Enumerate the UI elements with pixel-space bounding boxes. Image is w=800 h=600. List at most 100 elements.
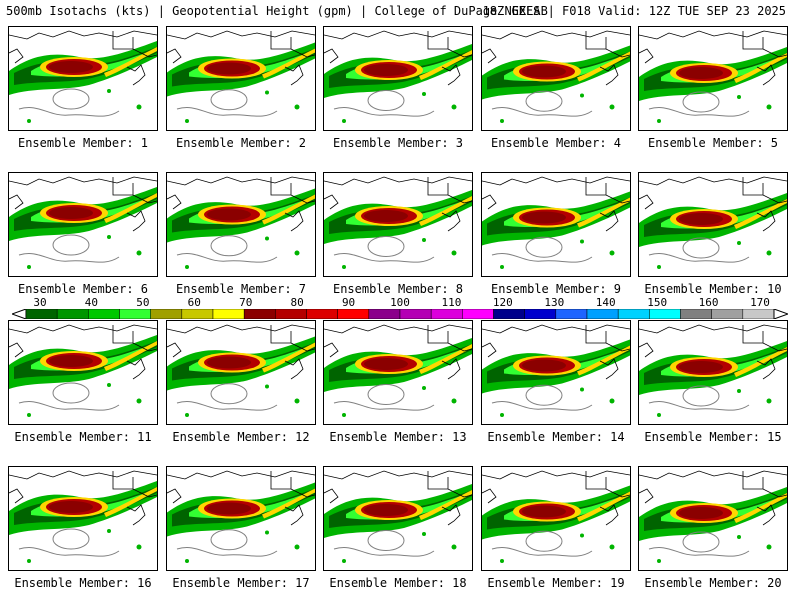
coastline xyxy=(9,194,24,210)
downstream-streak xyxy=(262,48,315,79)
height-contour xyxy=(367,384,405,405)
ensemble-member-panel xyxy=(323,26,473,131)
height-contour xyxy=(525,90,563,112)
jet-field-map xyxy=(167,176,315,269)
height-contour xyxy=(210,529,248,551)
jet-core xyxy=(207,208,251,221)
height-contour xyxy=(367,90,405,111)
colorbar-tick-label: 120 xyxy=(492,296,513,309)
coastline xyxy=(441,210,461,232)
coastline xyxy=(324,176,472,186)
isotach-cell xyxy=(500,413,504,417)
jet-core xyxy=(207,356,251,369)
colorbar-swatch xyxy=(243,309,276,319)
ensemble-member-panel xyxy=(481,172,631,277)
isotach-cell xyxy=(136,544,142,550)
coastline xyxy=(639,48,654,64)
colorbar-swatch xyxy=(462,309,494,319)
height-contour xyxy=(648,547,750,557)
downstream-streak xyxy=(419,196,472,226)
isotach-cell xyxy=(265,236,269,241)
jet-field-map xyxy=(639,176,787,269)
isotach-cell xyxy=(422,92,426,96)
ensemble-member-panel xyxy=(166,26,316,131)
height-contour xyxy=(682,385,720,407)
coastline xyxy=(126,64,146,86)
ensemble-member-panel xyxy=(166,320,316,425)
height-contour xyxy=(52,234,90,256)
coastline xyxy=(126,358,146,380)
isotach-cell xyxy=(27,265,31,269)
jet-field-map xyxy=(482,30,630,123)
ensemble-member-panel xyxy=(323,172,473,277)
isotach-cell xyxy=(294,104,300,110)
height-contour xyxy=(176,107,278,117)
jet-core xyxy=(522,65,566,78)
coastline xyxy=(167,470,315,480)
height-contour xyxy=(18,547,120,557)
state-border xyxy=(742,31,787,58)
coastline xyxy=(639,30,787,40)
colorbar-tick-label: 30 xyxy=(33,296,47,309)
height-contour xyxy=(682,91,720,113)
coastline xyxy=(9,470,157,480)
height-contour xyxy=(210,235,248,257)
coastline xyxy=(324,194,339,210)
coastline xyxy=(599,64,619,86)
ensemble-member-panel xyxy=(481,320,631,425)
coastline xyxy=(756,504,776,526)
isotach-cell xyxy=(657,559,661,563)
jet-core xyxy=(49,61,93,73)
colorbar-max-arrow xyxy=(773,309,788,319)
coastline xyxy=(756,358,776,380)
colorbar-tick-label: 90 xyxy=(341,296,356,309)
isotach-cell xyxy=(500,119,504,123)
state-border xyxy=(427,31,472,58)
state-border xyxy=(742,325,787,352)
coastline xyxy=(482,30,630,40)
isotach-cell xyxy=(342,413,346,417)
state-border xyxy=(112,31,157,58)
header-title-left: 500mb Isotachs (kts) | Geopotential Heig… xyxy=(6,4,548,18)
coastline xyxy=(324,324,472,334)
ensemble-member-label: Ensemble Member: 16 xyxy=(14,576,152,590)
height-contour xyxy=(333,547,435,557)
downstream-streak xyxy=(577,197,630,228)
ensemble-member-label: Ensemble Member: 4 xyxy=(490,136,622,150)
downstream-streak xyxy=(262,342,315,373)
isotach-cell xyxy=(609,104,615,110)
isotach-cell xyxy=(737,389,741,393)
isotach-cell xyxy=(294,398,300,404)
state-border xyxy=(270,471,315,498)
height-contour xyxy=(367,236,405,257)
height-contour xyxy=(18,253,120,263)
coastline xyxy=(324,342,339,358)
ensemble-member-label: Ensemble Member: 3 xyxy=(332,136,464,150)
jet-core xyxy=(522,505,566,518)
coastline xyxy=(9,30,157,40)
coastline xyxy=(756,64,776,86)
jet-core xyxy=(522,211,566,224)
coastline xyxy=(9,176,157,186)
coastline xyxy=(482,342,497,358)
colorbar-tick-label: 130 xyxy=(544,296,565,309)
state-border xyxy=(270,31,315,58)
ensemble-member-label: Ensemble Member: 2 xyxy=(175,136,307,150)
ensemble-member-label: Ensemble Member: 13 xyxy=(329,430,467,444)
jet-field-map xyxy=(324,324,472,417)
coastline xyxy=(167,324,315,334)
coastline xyxy=(639,488,654,504)
ensemble-member-panel xyxy=(638,26,788,131)
ensemble-member-label: Ensemble Member: 8 xyxy=(332,282,464,296)
isotach-cell xyxy=(422,386,426,390)
isotach-cell xyxy=(609,398,615,404)
isotach-cell xyxy=(107,529,111,533)
state-border xyxy=(427,325,472,352)
colorbar-swatch xyxy=(555,309,588,319)
jet-field-map xyxy=(167,30,315,123)
downstream-streak xyxy=(734,347,787,377)
isotach-cell xyxy=(737,241,741,245)
isotach-cell xyxy=(451,398,457,404)
isotach-cell xyxy=(185,413,189,417)
state-border xyxy=(585,177,630,204)
